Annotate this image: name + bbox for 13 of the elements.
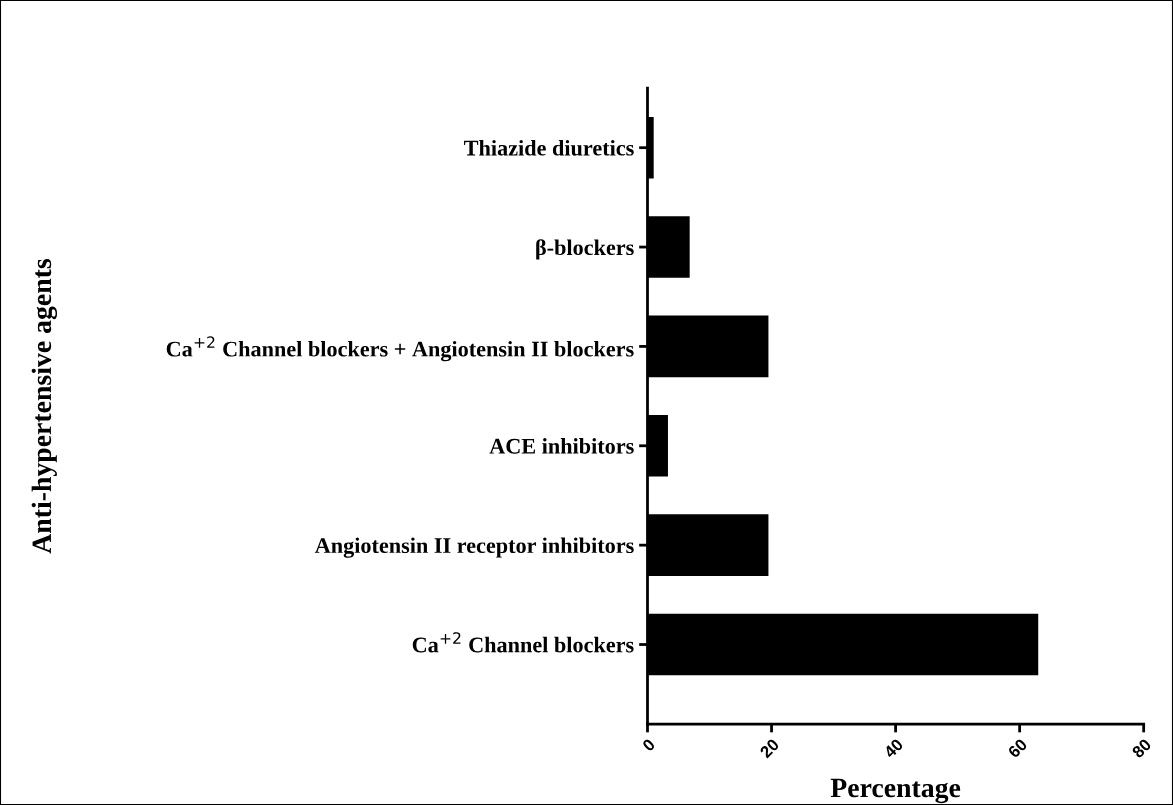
x-tick-label: 20 <box>759 738 780 759</box>
x-axis-title: Percentage <box>830 778 961 804</box>
x-tick-label: 40 <box>882 738 904 759</box>
y-tick-label: ACE inhibitors <box>489 438 634 454</box>
x-tick-label: 60 <box>1007 738 1028 759</box>
y-tick-label: Ca$^{+2}$ Channel blockers <box>412 632 634 653</box>
x-tick-label: 0 <box>641 738 656 752</box>
y-tick-label: Ca$^{+2}$ Channel blockers + Angiotensin II blockers <box>166 336 634 362</box>
x-tick-label: 80 <box>1131 738 1152 759</box>
y-tick-label: Angiotensin II receptor inhibitors <box>314 537 634 558</box>
y-axis-title: Anti-hypertensive agents <box>31 258 58 554</box>
y-tick-label: Thiazide diuretics <box>464 139 634 156</box>
y-tick-label: β-blockers <box>536 239 634 260</box>
